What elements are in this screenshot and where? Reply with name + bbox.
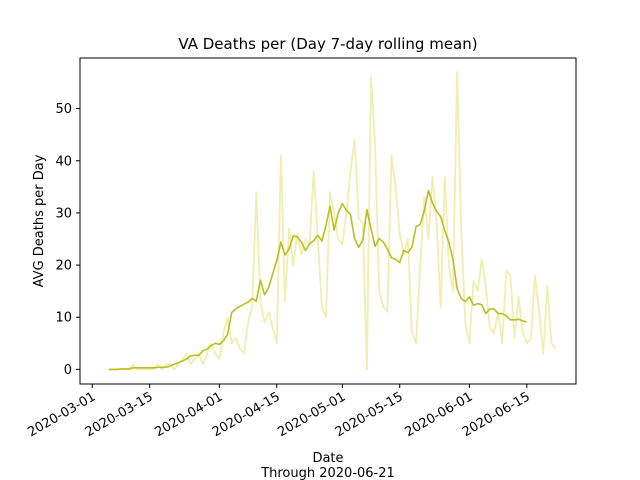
x-axis-sublabel: Through 2020-06-21 [260, 466, 395, 480]
chart-title: VA Deaths per (Day 7-day rolling mean) [178, 35, 477, 53]
y-tick-label: 50 [55, 102, 72, 117]
plot-area [108, 71, 557, 371]
y-axis: 0 10 20 30 40 50 [55, 102, 80, 378]
y-tick-label: 0 [64, 363, 72, 378]
y-axis-label: AVG Deaths per Day [32, 154, 47, 287]
plot-frame [79, 57, 577, 385]
y-tick-label: 10 [55, 311, 72, 326]
y-tick-label: 30 [55, 206, 72, 221]
rolling-mean-line [108, 189, 527, 371]
y-tick-label: 20 [55, 259, 72, 274]
daily-deaths-line [108, 71, 557, 371]
y-tick-label: 40 [55, 154, 72, 169]
x-axis: 2020-03-012020-03-152020-04-012020-04-15… [25, 384, 533, 440]
x-axis-label: Date [312, 451, 343, 466]
